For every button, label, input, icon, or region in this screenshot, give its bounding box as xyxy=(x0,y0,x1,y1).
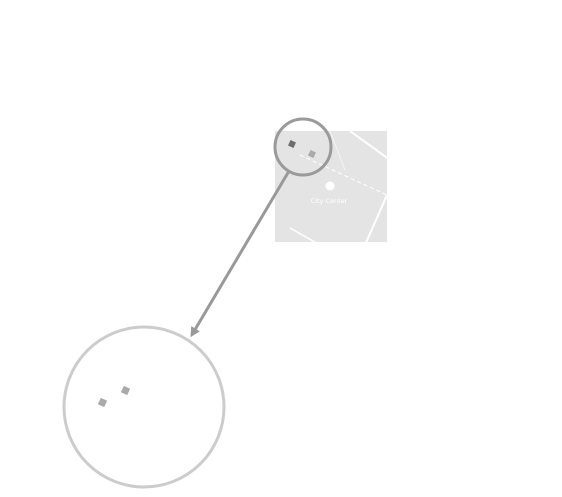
magnified-marker[interactable] xyxy=(120,385,131,396)
map-roads xyxy=(289,131,387,242)
marker-dark[interactable] xyxy=(288,140,296,148)
city-center-marker[interactable] xyxy=(325,181,335,191)
marker-light[interactable] xyxy=(308,150,316,158)
map-thumbnail[interactable]: City Center xyxy=(275,131,390,245)
road xyxy=(299,154,387,196)
city-center-label: City Center xyxy=(311,197,348,205)
road xyxy=(289,227,317,242)
zoom-arrow xyxy=(190,170,291,338)
road xyxy=(365,194,387,242)
magnified-marker[interactable] xyxy=(97,397,108,408)
callout-ring xyxy=(273,117,333,177)
road xyxy=(349,131,387,160)
road xyxy=(329,131,346,171)
magnifier-circle xyxy=(62,325,226,489)
